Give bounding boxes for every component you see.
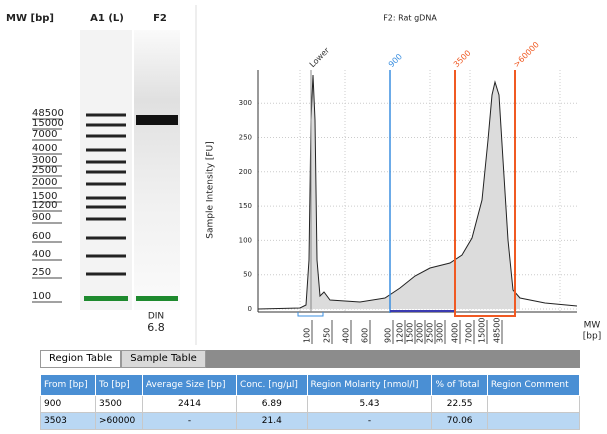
ladder-label: 2000	[32, 177, 57, 188]
x-tick-label: 48500	[493, 318, 502, 343]
markers: Lower 900 3500 >60000	[308, 40, 541, 69]
lane-header: A1 (L)	[90, 13, 124, 24]
x-tick-label: 2500	[426, 323, 435, 343]
x-tick-label: 2000	[416, 323, 425, 343]
region-table: From [bp]To [bp]Average Size [bp]Conc. […	[40, 374, 580, 430]
grid: 0 50 100 150 200 250 300	[239, 70, 577, 313]
din-label: DIN	[148, 312, 164, 322]
y-tick-label: 50	[243, 271, 252, 279]
ladder-lane	[80, 30, 132, 310]
table-cell: -	[142, 413, 236, 430]
plot-title: F2: Rat gDNA	[383, 14, 437, 23]
table-cell	[487, 396, 579, 413]
x-tick-label: 3000	[436, 323, 445, 343]
ladder-band	[86, 135, 126, 138]
marker-label: 900	[387, 52, 404, 69]
ladder-band	[86, 218, 126, 221]
ladder-label: 400	[32, 249, 51, 260]
lane-header: MW [bp]	[6, 13, 54, 24]
ladder-band	[86, 206, 126, 209]
y-tick-label: 300	[239, 99, 252, 107]
table-cell: 900	[41, 396, 96, 413]
analysis-view: 4850015000700040003000250020001500120090…	[0, 0, 607, 348]
trace-fill	[300, 75, 520, 309]
column-header: Conc. [ng/µl]	[237, 375, 308, 396]
ladder-band	[86, 273, 126, 276]
ladder-label: 100	[32, 291, 51, 302]
x-tick-label: 1500	[406, 323, 415, 343]
din-value: 6.8	[147, 321, 165, 334]
marker-band	[136, 296, 178, 301]
lane-header: F2	[153, 13, 167, 24]
column-header: Average Size [bp]	[142, 375, 236, 396]
y-tick-label: 250	[239, 134, 252, 142]
ladder-band	[86, 255, 126, 258]
ladder-band	[86, 197, 126, 200]
x-tick-label: 1200	[396, 323, 405, 343]
table-cell: 5.43	[307, 396, 432, 413]
x-tick-label: 400	[342, 328, 351, 343]
ladder-label: 600	[32, 231, 51, 242]
ladder-label: 15000	[32, 118, 64, 129]
ladder-label: 7000	[32, 129, 57, 140]
ladder-band	[86, 237, 126, 240]
ladder-label: 1200	[32, 200, 57, 211]
ladder-label: 250	[32, 267, 51, 278]
table-cell: 3500	[96, 396, 143, 413]
column-header: To [bp]	[96, 375, 143, 396]
ladder-label: 900	[32, 212, 51, 223]
sample-band	[136, 115, 178, 125]
marker-label: Lower	[308, 45, 332, 69]
x-tick-label: 100	[303, 328, 312, 343]
x-axis-label: [bp]	[583, 332, 601, 342]
table-cell: 22.55	[432, 396, 487, 413]
x-tick-label: 4000	[451, 323, 460, 343]
column-header: Region Molarity [nmol/l]	[307, 375, 432, 396]
table-cell: >60000	[96, 413, 143, 430]
column-header: % of Total	[432, 375, 487, 396]
ladder-label: 2500	[32, 165, 57, 176]
table-cell: 6.89	[237, 396, 308, 413]
x-tick-label: 15000	[478, 318, 487, 343]
x-tick-label: 250	[323, 328, 332, 343]
marker-band	[84, 296, 128, 301]
table-cell: 21.4	[237, 413, 308, 430]
x-tick-label: 600	[361, 328, 370, 343]
y-axis-label: Sample Intensity [FU]	[206, 141, 216, 238]
ladder-band	[86, 183, 126, 186]
table-cell: -	[307, 413, 432, 430]
table-cell: 2414	[142, 396, 236, 413]
page: 4850015000700040003000250020001500120090…	[0, 0, 607, 434]
column-header: From [bp]	[41, 375, 96, 396]
table-row[interactable]: 3503>60000-21.4-70.06	[41, 413, 580, 430]
y-tick-label: 0	[248, 305, 252, 313]
column-header: Region Comment	[487, 375, 579, 396]
sample-lane	[134, 30, 180, 310]
marker-label: >60000	[512, 40, 541, 69]
x-tick-label: 900	[384, 328, 393, 343]
y-tick-label: 100	[239, 236, 252, 244]
y-tick-label: 200	[239, 168, 252, 176]
trace	[258, 75, 577, 309]
table-cell: 3503	[41, 413, 96, 430]
tab[interactable]: Sample Table	[121, 350, 206, 368]
lower-bracket	[298, 312, 323, 316]
table-cell: 70.06	[432, 413, 487, 430]
table-cell	[487, 413, 579, 430]
ladder-band	[86, 149, 126, 152]
marker-label: 3500	[452, 48, 473, 69]
ladder-band	[86, 124, 126, 127]
tab[interactable]: Region Table	[40, 350, 121, 368]
ladder-band	[86, 171, 126, 174]
x-tick-label: 7000	[465, 323, 474, 343]
y-tick-label: 150	[239, 202, 252, 210]
ladder-band	[86, 161, 126, 164]
ladder-label: 4000	[32, 143, 57, 154]
x-axis-label: MW	[584, 321, 601, 331]
ladder-band	[86, 114, 126, 117]
